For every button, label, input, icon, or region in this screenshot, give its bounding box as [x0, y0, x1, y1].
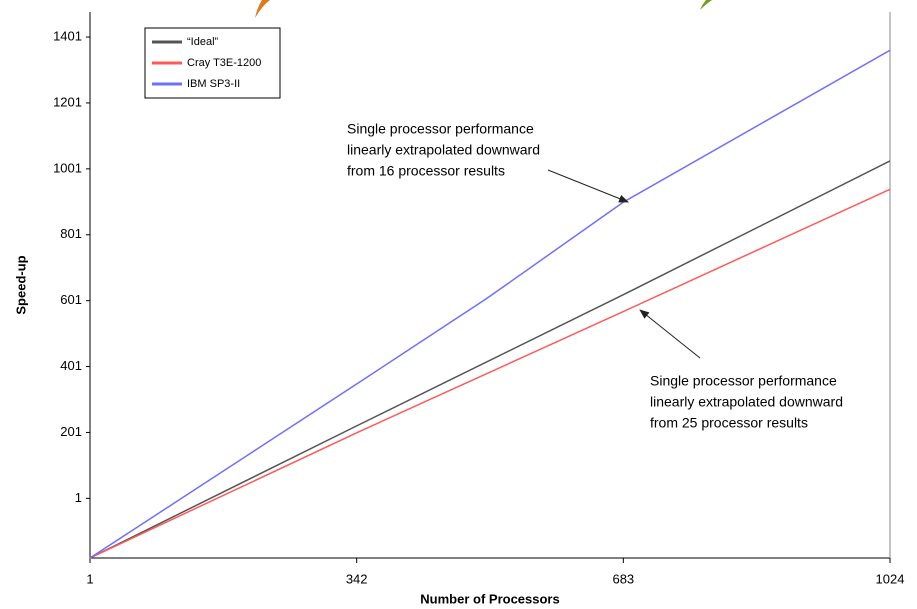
annotation: from 16 processor results [347, 163, 505, 179]
x-tick-label: 1024 [876, 571, 905, 586]
chart: Number of Processors Speed-up 1201401601… [0, 0, 917, 609]
x-tick-label: 1 [86, 571, 93, 586]
annotation: Single processor performance [347, 121, 534, 137]
legend-label: “Ideal” [187, 36, 219, 48]
annotation: Single processor performance [650, 373, 837, 389]
annotation: from 25 processor results [650, 415, 808, 431]
annotation-arrow [548, 170, 628, 202]
y-tick-label: 1401 [53, 28, 82, 43]
annotation: linearly extrapolated downward [347, 142, 540, 158]
x-tick-label: 683 [612, 571, 634, 586]
y-tick-label: 601 [60, 292, 82, 307]
legend-label: Cray T3E-1200 [187, 57, 261, 69]
legend-label: IBM SP3-II [187, 78, 240, 90]
annotation-arrow [640, 310, 700, 358]
y-tick-label: 801 [60, 226, 82, 241]
y-tick-label: 201 [60, 424, 82, 439]
decoration [255, 0, 270, 18]
y-tick-label: 1001 [53, 160, 82, 175]
x-axis-title: Number of Processors [420, 591, 559, 606]
y-tick-label: 401 [60, 358, 82, 373]
x-tick-label: 342 [346, 571, 368, 586]
y-tick-label: 1201 [53, 94, 82, 109]
annotation: linearly extrapolated downward [650, 394, 843, 410]
series-line [90, 161, 890, 558]
y-tick-label: 1 [75, 490, 82, 505]
decoration [700, 0, 712, 10]
y-axis-title: Speed-up [13, 255, 28, 314]
